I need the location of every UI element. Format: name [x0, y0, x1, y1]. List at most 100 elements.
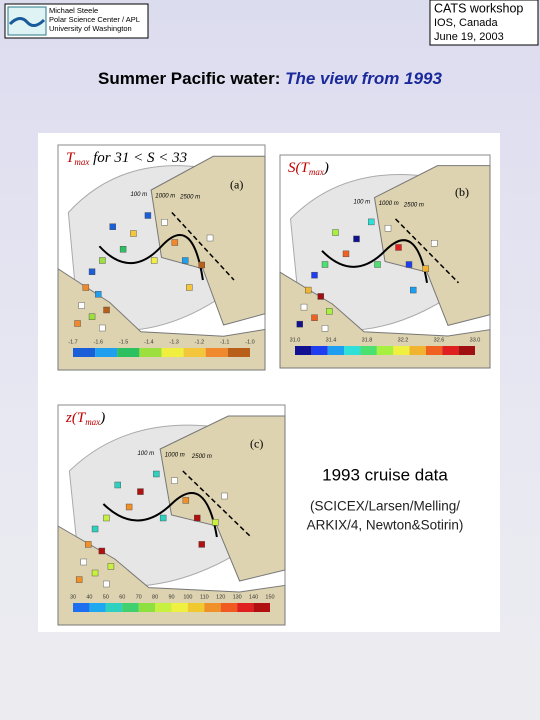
panel-title: Tmax for 31 < S < 33	[66, 150, 187, 167]
colorbar-cell	[344, 346, 361, 355]
affiliation-line: Michael Steele	[49, 6, 98, 15]
colorbar-label: 130	[233, 594, 242, 600]
colorbar-cell	[187, 603, 205, 612]
station	[137, 488, 144, 495]
station	[103, 580, 110, 588]
station	[75, 576, 83, 583]
station	[99, 257, 106, 264]
colorbar-label: 120	[216, 594, 225, 600]
panel-title-suffix: for 31 < S < 33	[89, 150, 187, 166]
station	[103, 514, 110, 522]
section-line	[171, 211, 235, 281]
colorbar-label: 30	[70, 594, 76, 600]
logo-wave	[8, 17, 46, 27]
depth-label: 100 m	[137, 451, 154, 457]
station	[206, 234, 214, 242]
colorbar-cell	[95, 348, 118, 357]
map-panel: z(Tmax) (c) 100 m 1000 m 2500 m 30 40 50 60 70 80 9…	[57, 404, 286, 626]
colorbar-cell	[105, 603, 123, 612]
title-main: Summer Pacific water:	[98, 69, 285, 88]
depth-label: 2500 m	[179, 195, 200, 201]
colorbar-label: 33.0	[470, 337, 481, 343]
station	[395, 244, 402, 251]
station	[98, 547, 106, 555]
colorbar-cell	[138, 603, 156, 612]
station	[78, 302, 85, 309]
colorbar-label: 50	[103, 594, 109, 600]
colorbar-cell	[311, 346, 328, 355]
colorbar-cell	[122, 603, 139, 612]
event-line: IOS, Canada	[434, 17, 498, 29]
panel-title-sub: max	[74, 157, 89, 167]
colorbar-cell	[171, 603, 188, 612]
colorbar-label: -1.5	[119, 339, 128, 345]
title-italic: The view from 1993	[285, 69, 442, 88]
panel-title-prefix: T	[66, 150, 76, 166]
colorbar-cell	[205, 348, 228, 357]
colorbar-label: 32.2	[398, 337, 409, 343]
depth-label: 2500 m	[191, 454, 212, 460]
panel-title-prefix: z(T	[65, 410, 87, 426]
colorbar-cell	[204, 603, 221, 612]
station	[186, 284, 193, 291]
station	[74, 320, 81, 327]
station	[107, 563, 115, 570]
colorbar-label: -1.1	[220, 339, 229, 345]
depth-label: 1000 m	[379, 201, 399, 207]
panel-title-prefix: S(T	[288, 160, 310, 176]
station	[80, 558, 87, 566]
section-line	[98, 234, 204, 281]
colorbar-cell	[253, 603, 270, 612]
depth-label: 100 m	[130, 192, 147, 198]
station	[103, 306, 110, 314]
affiliation-line: Polar Science Center / APL	[49, 15, 140, 24]
colorbar-cell	[220, 603, 238, 612]
station	[384, 225, 392, 232]
depth-label: 2500 m	[403, 203, 424, 209]
colorbar-cell	[155, 603, 172, 612]
colorbar-label: 31.4	[326, 337, 337, 343]
colorbar-label: 70	[136, 594, 142, 600]
station	[317, 293, 324, 300]
station	[296, 320, 303, 328]
panel-title-sub: max	[85, 417, 100, 427]
station	[221, 492, 228, 500]
colorbar-cell	[458, 346, 475, 355]
station	[367, 218, 375, 226]
station	[159, 514, 167, 522]
colorbar-cell	[73, 348, 96, 357]
land	[57, 525, 286, 626]
colorbar-cell	[73, 603, 90, 612]
panel-title-suffix: )	[323, 160, 329, 176]
colorbar-label: 80	[152, 594, 158, 600]
station	[198, 541, 205, 548]
depth-label: 1000 m	[165, 452, 185, 458]
colorbar-label: 110	[200, 594, 209, 600]
colorbar-label: -1.6	[94, 339, 103, 345]
station	[353, 235, 360, 243]
colorbar-label: 90	[168, 594, 174, 600]
station	[125, 503, 133, 511]
station	[150, 257, 158, 264]
station	[193, 514, 201, 522]
station	[130, 230, 137, 237]
station	[85, 541, 92, 548]
colorbar-cell	[409, 346, 426, 355]
station	[153, 470, 160, 478]
note-line: (SCICEX/Larsen/Melling/	[310, 499, 460, 514]
depth-label: 100 m	[354, 199, 371, 205]
section-line	[102, 492, 218, 538]
station	[144, 212, 152, 219]
colorbar-cell	[425, 346, 443, 355]
colorbar-label: 140	[249, 594, 258, 600]
station	[88, 268, 96, 275]
event-line: June 19, 2003	[434, 31, 504, 43]
section-line	[394, 218, 460, 284]
station	[119, 246, 127, 253]
panel-title-suffix: )	[99, 410, 105, 426]
station	[171, 239, 179, 246]
station	[95, 291, 102, 298]
colorbar-label: -1.2	[195, 339, 204, 345]
colorbar-label: 31.0	[290, 337, 301, 343]
